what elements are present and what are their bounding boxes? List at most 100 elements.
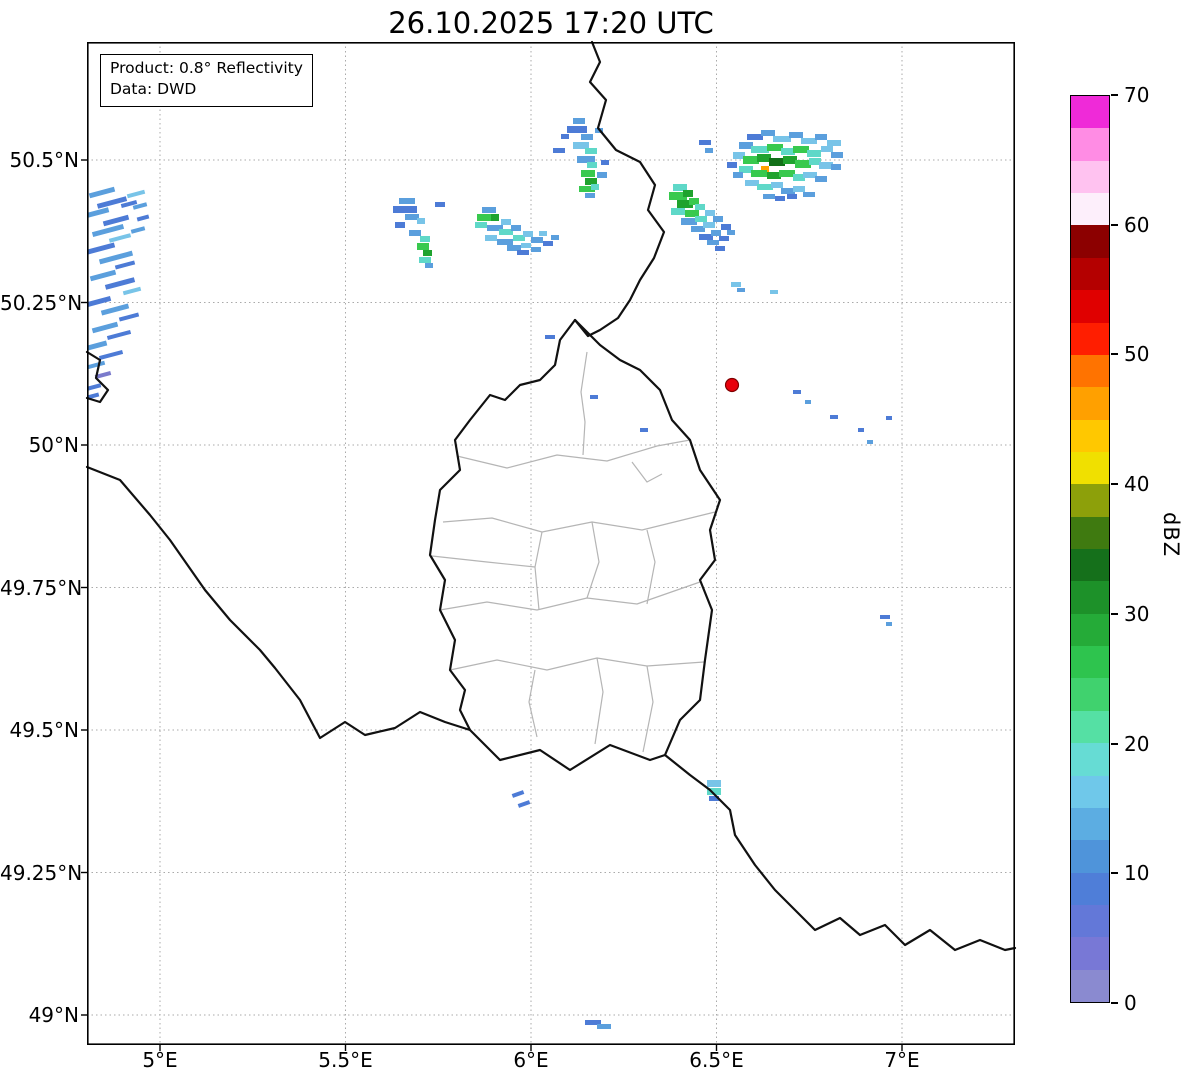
radar-echo [781, 188, 795, 194]
radar-echo [485, 235, 497, 241]
radar-echo [721, 224, 731, 230]
radar-echo [395, 222, 405, 228]
radar-echo [821, 146, 833, 152]
colorbar-band [1071, 613, 1109, 647]
radar-echo [733, 152, 745, 159]
radar-echo [531, 237, 543, 243]
radar-echo [801, 138, 817, 144]
radar-echo [803, 172, 817, 178]
radar-echo [703, 222, 715, 228]
radar-echo-layer [87, 118, 892, 1029]
radar-echo [787, 194, 797, 199]
figure-title: 26.10.2025 17:20 UTC [388, 6, 714, 40]
radar-echo [567, 126, 587, 133]
plot-frame [87, 42, 1016, 1046]
canton-border [449, 657, 705, 671]
radar-echo [497, 239, 513, 245]
radar-echo [597, 172, 607, 178]
radar-echo [707, 780, 721, 787]
colorbar-band [1071, 872, 1109, 905]
radar-echo [793, 146, 809, 153]
radar-echo [420, 236, 430, 242]
radar-echo [507, 245, 521, 251]
radar-echo [561, 134, 569, 139]
radar-echo [685, 210, 699, 217]
radar-echo [671, 208, 685, 215]
radar-echo [709, 796, 719, 801]
radar-echo [713, 216, 723, 222]
radar-echo [815, 176, 827, 182]
radar-echo [695, 204, 705, 210]
colorbar-band [1071, 322, 1109, 355]
colorbar-tick-label: 60 [1124, 212, 1150, 237]
country-borders [85, 40, 1017, 952]
radar-echo [727, 162, 737, 168]
y-tick-label: 49.75°N [0, 575, 83, 600]
radar-echo [577, 156, 595, 163]
canton-border [631, 461, 663, 483]
radar-echo [573, 142, 589, 149]
radar-echo [511, 790, 525, 798]
x-tick-label: 6°E [513, 1048, 549, 1072]
radar-echo [126, 189, 146, 199]
radar-echo [770, 290, 778, 294]
belgium-france-west-border [85, 350, 110, 404]
luxembourg-outline [428, 318, 722, 772]
radar-echo [96, 196, 128, 209]
map-plot: Product: 0.8° Reflectivity Data: DWD [81, 40, 1017, 1051]
colorbar-band [1071, 387, 1109, 420]
colorbar-band [1071, 225, 1109, 258]
radar-echo [739, 166, 753, 173]
radar-echo [393, 206, 417, 213]
radar-echo [867, 440, 873, 444]
radar-echo [513, 235, 525, 241]
radar-echo [737, 288, 745, 292]
radar-echo [673, 184, 687, 191]
radar-echo [805, 400, 811, 404]
canton-border [534, 531, 543, 611]
radar-echo [699, 234, 713, 240]
radar-echo [815, 134, 827, 140]
radar-echo [747, 134, 763, 140]
radar-echo [587, 162, 597, 168]
radar-echo [114, 260, 136, 270]
colorbar-tick [1111, 223, 1118, 226]
radar-echo [858, 428, 864, 432]
radar-echo [830, 415, 838, 419]
radar-echo [89, 269, 117, 282]
radar-echo [435, 202, 445, 207]
colorbar-band [1071, 257, 1109, 291]
radar-echo [683, 190, 693, 197]
x-tick-label: 7°E [884, 1048, 920, 1072]
radar-echo [793, 186, 805, 192]
france-belgium-border [85, 465, 472, 740]
colorbar-band [1071, 678, 1109, 711]
radar-echo [597, 1024, 611, 1029]
radar-echo [417, 243, 429, 250]
radar-echo [831, 152, 843, 158]
colorbar-tick-label: 50 [1124, 342, 1150, 367]
colorbar-tick [1111, 872, 1118, 875]
canton-border [439, 581, 701, 611]
radar-echo [579, 186, 595, 192]
radar-echo [886, 416, 892, 420]
radar-echo [743, 156, 759, 164]
y-tick-label: 50.5°N [9, 148, 80, 172]
radar-echo [705, 210, 715, 216]
radar-echo [517, 250, 529, 255]
colorbar-tick-label: 30 [1124, 601, 1150, 626]
radar-echo [499, 229, 513, 235]
radar-echo [757, 184, 773, 190]
france-germany-border [663, 753, 1017, 952]
colorbar-band [1071, 160, 1109, 194]
colorbar-band [1071, 646, 1109, 679]
radar-echo [87, 383, 102, 391]
colorbar-band [1071, 807, 1109, 841]
radar-echo [581, 134, 593, 140]
radar-echo [585, 1020, 601, 1025]
radar-echo [793, 174, 805, 181]
radar-echo [106, 329, 132, 341]
y-tick-label: 49.5°N [9, 718, 80, 742]
colorbar-tick-label: 40 [1124, 472, 1150, 497]
radar-echo [880, 615, 890, 619]
